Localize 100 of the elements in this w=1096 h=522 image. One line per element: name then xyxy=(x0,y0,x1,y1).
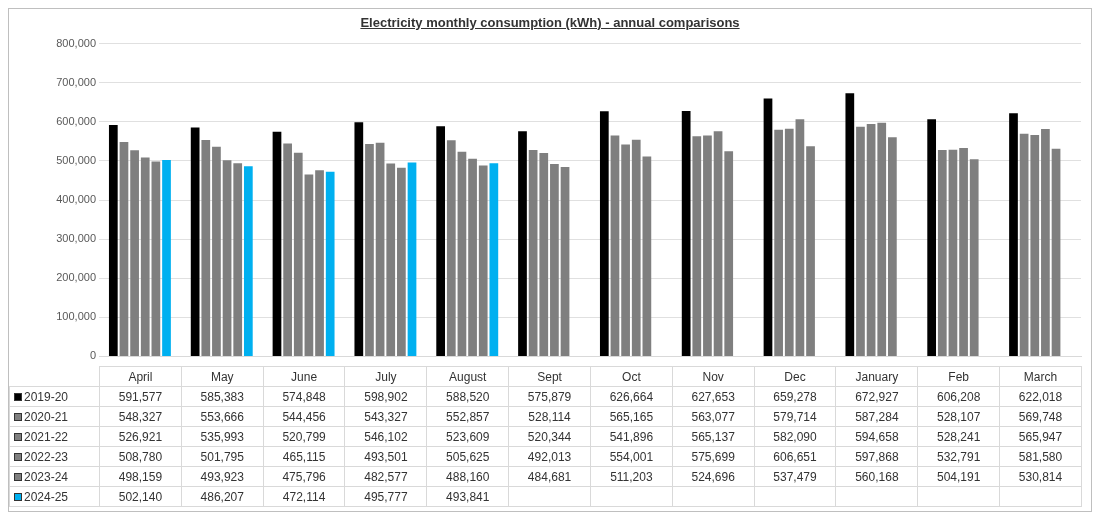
data-label: 493,501 xyxy=(344,446,427,467)
bar xyxy=(621,144,630,356)
data-label: 565,165 xyxy=(590,406,673,427)
y-tick-label: 500,000 xyxy=(56,153,96,166)
bar xyxy=(212,146,221,356)
bar xyxy=(610,135,620,356)
y-tick-label: 100,000 xyxy=(56,310,96,323)
bar xyxy=(151,161,161,356)
bar xyxy=(119,142,129,356)
x-tick-label: Sept xyxy=(508,366,591,387)
bar xyxy=(243,166,253,356)
bar xyxy=(201,139,211,356)
x-tick-label: March xyxy=(999,366,1082,387)
bar xyxy=(806,146,815,356)
bar xyxy=(489,163,499,356)
data-label: 523,609 xyxy=(426,426,509,447)
bar xyxy=(948,149,958,356)
data-label: 472,114 xyxy=(263,486,345,507)
data-label: 486,207 xyxy=(181,486,264,507)
data-label: 606,651 xyxy=(754,446,836,467)
x-tick-label: August xyxy=(426,366,509,387)
data-label: 537,479 xyxy=(754,466,836,487)
bar xyxy=(304,174,314,356)
x-tick-label: January xyxy=(835,366,918,387)
bar xyxy=(386,163,396,356)
data-label: 484,681 xyxy=(508,466,591,487)
data-label: 582,090 xyxy=(754,426,836,447)
legend-label: 2020-21 xyxy=(9,406,100,427)
data-label: 626,664 xyxy=(590,386,673,407)
data-label: 546,102 xyxy=(344,426,427,447)
data-label: 524,696 xyxy=(672,466,755,487)
data-label: 502,140 xyxy=(99,486,182,507)
bar xyxy=(375,142,385,356)
data-label: 672,927 xyxy=(835,386,918,407)
x-tick-label: Oct xyxy=(590,366,673,387)
bar xyxy=(233,163,243,356)
bar xyxy=(888,137,897,356)
data-label: 526,921 xyxy=(99,426,182,447)
data-label: 475,796 xyxy=(263,466,345,487)
bar xyxy=(937,149,947,356)
data-label: 535,993 xyxy=(181,426,264,447)
bar xyxy=(130,150,139,356)
x-tick-label: May xyxy=(181,366,264,387)
data-label: 594,658 xyxy=(835,426,918,447)
bar xyxy=(407,162,417,356)
bar xyxy=(713,131,723,356)
bar xyxy=(959,148,968,356)
data-label: 598,902 xyxy=(344,386,427,407)
bar xyxy=(1009,113,1018,356)
x-tick-label: Feb xyxy=(917,366,1000,387)
data-label: 627,653 xyxy=(672,386,755,407)
data-label: 622,018 xyxy=(999,386,1082,407)
legend-label: 2021-22 xyxy=(9,426,100,447)
data-label: 528,241 xyxy=(917,426,1000,447)
bar xyxy=(763,98,773,356)
bar xyxy=(856,126,865,356)
data-label: 498,159 xyxy=(99,466,182,487)
bar xyxy=(468,158,477,356)
bar xyxy=(397,167,406,356)
data-label: 659,278 xyxy=(754,386,836,407)
data-label: 554,001 xyxy=(590,446,673,467)
bar xyxy=(528,149,538,356)
x-tick-label: Nov xyxy=(672,366,755,387)
bar xyxy=(518,131,527,356)
data-label: 528,114 xyxy=(508,406,591,427)
x-tick-label: April xyxy=(99,366,182,387)
data-label: 520,799 xyxy=(263,426,345,447)
bar xyxy=(436,126,446,356)
legend-label: 2019-20 xyxy=(9,386,100,407)
data-label: 597,868 xyxy=(835,446,918,467)
data-label: 493,923 xyxy=(181,466,264,487)
data-label: 575,879 xyxy=(508,386,591,407)
legend-label: 2023-24 xyxy=(9,466,100,487)
data-label: 565,947 xyxy=(999,426,1082,447)
chart-title: Electricity monthly consumption (kWh) - annual comparisons xyxy=(359,15,741,30)
bar xyxy=(108,125,118,356)
data-label: 560,168 xyxy=(835,466,918,487)
bar xyxy=(631,139,641,356)
bar xyxy=(866,123,876,356)
bar xyxy=(539,152,549,356)
bar xyxy=(724,151,734,356)
y-tick-label: 700,000 xyxy=(56,75,96,88)
bar xyxy=(1051,148,1061,356)
data-label: 591,577 xyxy=(99,386,182,407)
bar xyxy=(550,164,559,356)
data-label: 544,456 xyxy=(263,406,345,427)
bar xyxy=(774,129,783,356)
y-tick-label: 400,000 xyxy=(56,193,96,206)
bar xyxy=(190,127,200,356)
data-label: 482,577 xyxy=(344,466,427,487)
bar xyxy=(457,151,467,356)
data-label: 588,520 xyxy=(426,386,509,407)
bar xyxy=(365,143,374,356)
data-label: 585,383 xyxy=(181,386,264,407)
data-label: 563,077 xyxy=(672,406,755,427)
bar xyxy=(325,171,335,356)
data-label: 532,791 xyxy=(917,446,1000,467)
bar xyxy=(703,135,712,356)
x-tick-label: June xyxy=(263,366,345,387)
data-label: 528,107 xyxy=(917,406,1000,427)
